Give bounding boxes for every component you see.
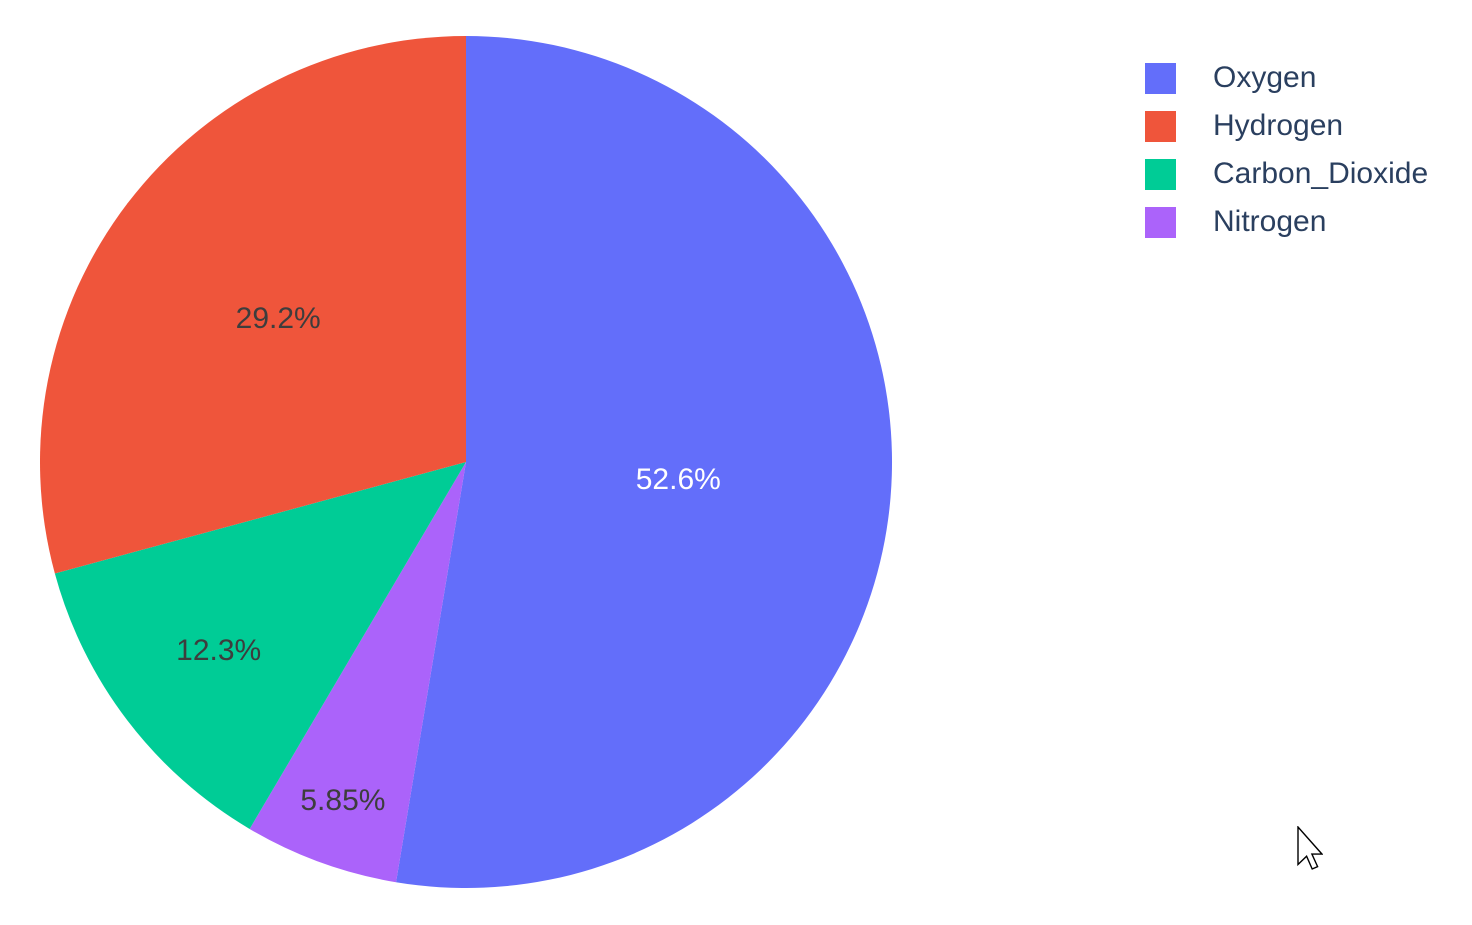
legend-swatch-icon <box>1145 206 1176 238</box>
legend: Oxygen Hydrogen Carbon_Dioxide Nitrogen <box>1145 54 1428 246</box>
legend-item-hydrogen[interactable]: Hydrogen <box>1145 102 1428 150</box>
pie-label-nitrogen: 5.85% <box>300 784 385 817</box>
legend-label: Oxygen <box>1213 61 1317 94</box>
pie-slice-nitrogen[interactable] <box>249 462 466 883</box>
legend-swatch-icon <box>1145 110 1176 142</box>
pie-label-carbon-dioxide: 12.3% <box>176 634 261 667</box>
legend-item-oxygen[interactable]: Oxygen <box>1145 54 1428 102</box>
legend-swatch-icon <box>1145 158 1176 190</box>
legend-label: Carbon_Dioxide <box>1213 157 1429 190</box>
pie-label-oxygen: 52.6% <box>636 463 721 496</box>
pie-slice-oxygen[interactable] <box>396 35 893 888</box>
legend-swatch-icon <box>1145 62 1176 94</box>
legend-item-carbon-dioxide[interactable]: Carbon_Dioxide <box>1145 150 1428 198</box>
legend-label: Hydrogen <box>1213 109 1344 142</box>
legend-label: Nitrogen <box>1213 205 1327 238</box>
pie-label-hydrogen: 29.2% <box>236 302 321 335</box>
pie-slice-hydrogen[interactable] <box>39 36 466 574</box>
legend-item-nitrogen[interactable]: Nitrogen <box>1145 198 1428 246</box>
pie-slice-carbon-dioxide[interactable] <box>54 462 466 829</box>
